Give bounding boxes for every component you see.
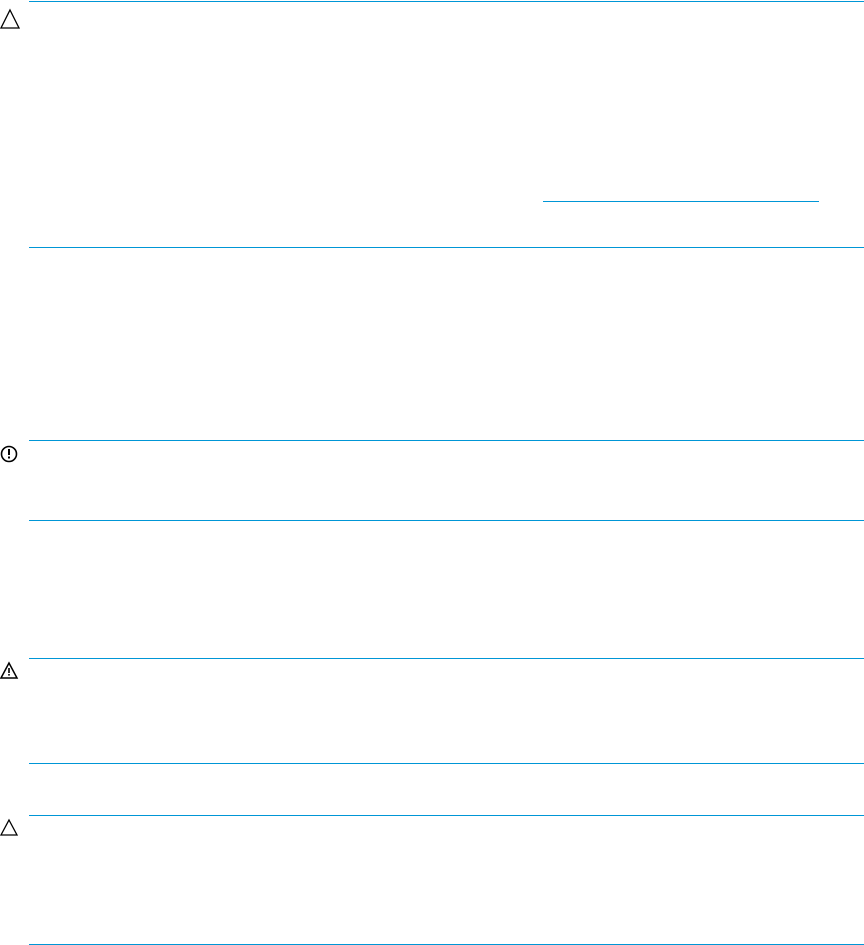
warning-triangle-icon [0,661,19,679]
notice-bottom-rule [29,763,864,764]
caution-triangle-icon [0,818,19,836]
notice-top-rule [29,815,864,816]
notice-bottom-rule [29,520,864,521]
caution-triangle-icon [0,8,21,29]
notice-top-rule [29,658,864,659]
important-exclamation-icon [0,445,18,463]
link[interactable] [543,201,819,202]
notice-top-rule [29,440,864,441]
notice-bottom-rule [29,247,864,248]
notice-top-rule [29,1,864,2]
